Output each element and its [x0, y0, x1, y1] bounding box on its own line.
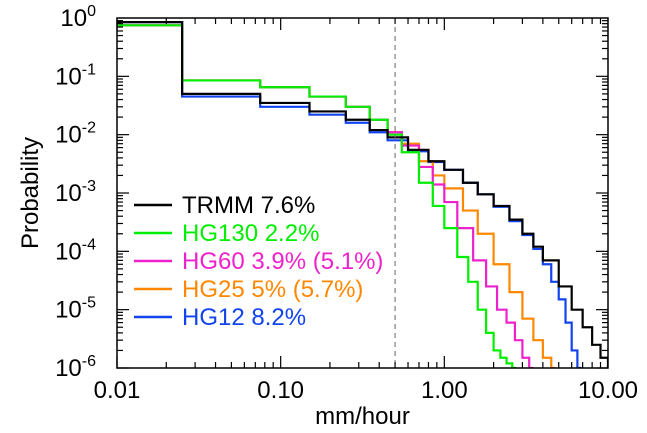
y-tick-label: 100 — [60, 3, 96, 32]
x-tick-label: 0.01 — [94, 377, 141, 404]
legend-label: TRMM 7.6% — [182, 192, 315, 219]
y-tick-label: 10-5 — [55, 295, 96, 324]
legend-label: HG60 3.9% (5.1%) — [182, 248, 383, 275]
y-tick-label: 10-2 — [55, 120, 96, 149]
y-tick-label: 10-6 — [55, 353, 96, 382]
y-tick-label: 10-4 — [55, 236, 96, 265]
legend-label: HG25 5% (5.7%) — [182, 276, 363, 303]
series-line-0 — [117, 21, 608, 368]
x-tick-label: 10.00 — [578, 377, 638, 404]
legend-label: HG130 2.2% — [182, 220, 319, 247]
ticks-layer — [116, 18, 608, 369]
series-layer — [117, 21, 608, 368]
series-line-2 — [117, 24, 534, 368]
series-line-1 — [117, 24, 517, 368]
y-axis-label: Probability — [17, 137, 44, 249]
x-tick-label: 0.10 — [257, 377, 304, 404]
y-tick-label: 10-1 — [55, 61, 96, 90]
tick-labels-layer: 0.01 0.10 1.00 10.00 100 10-1 10-2 10-3 10-4 10-5… — [55, 3, 638, 404]
y-tick-label: 10-3 — [55, 178, 96, 207]
x-axis-label: mm/hour — [315, 403, 410, 430]
legend: TRMM 7.6%HG130 2.2%HG60 3.9% (5.1%)HG25 … — [134, 192, 383, 331]
legend-label: HG12 8.2% — [182, 304, 306, 331]
x-tick-label: 1.00 — [421, 377, 468, 404]
